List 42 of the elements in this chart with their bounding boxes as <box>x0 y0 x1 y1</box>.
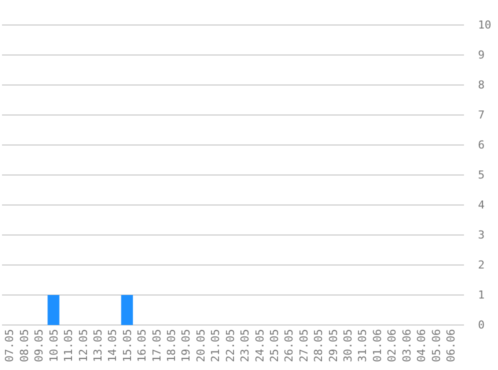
y-tick-label: 10 <box>478 18 492 32</box>
y-tick-label: 8 <box>478 78 485 92</box>
y-tick-label: 7 <box>478 108 485 122</box>
y-tick-label: 3 <box>478 228 485 242</box>
y-tick-label: 4 <box>478 198 485 212</box>
x-tick-label: 19.05 <box>180 329 193 362</box>
x-tick-label: 20.05 <box>194 329 208 362</box>
x-tick-label: 17.05 <box>150 329 164 362</box>
y-tick-label: 1 <box>478 288 485 302</box>
x-tick-label: 10.05 <box>47 329 60 362</box>
x-tick-label: 23.05 <box>238 329 252 362</box>
x-tick-label: 16.05 <box>136 329 149 362</box>
y-tick-label: 5 <box>478 168 485 182</box>
x-tick-label: 14.05 <box>106 329 120 362</box>
x-tick-label: 30.05 <box>342 329 355 362</box>
x-tick-label: 29.05 <box>326 329 340 362</box>
x-tick-label: 08.05 <box>18 329 31 362</box>
y-tick-label: 0 <box>478 318 485 332</box>
x-tick-label: 12.05 <box>76 329 90 362</box>
x-tick-label: 11.05 <box>62 329 76 362</box>
y-tick-label: 9 <box>478 48 485 62</box>
x-tick-label: 09.05 <box>32 329 46 362</box>
x-tick-label: 26.05 <box>282 329 296 362</box>
x-tick-label: 03.06 <box>400 329 414 362</box>
y-tick-label: 2 <box>478 258 485 272</box>
x-tick-label: 31.05 <box>356 329 370 362</box>
x-tick-label: 28.05 <box>312 329 326 362</box>
y-tick-label: 6 <box>478 138 485 152</box>
x-tick-label: 22.05 <box>224 329 237 362</box>
x-tick-label: 07.05 <box>3 329 16 362</box>
x-tick-label: 25.05 <box>268 329 281 362</box>
x-tick-label: 05.06 <box>430 329 443 362</box>
x-tick-label: 24.05 <box>253 329 266 362</box>
x-tick-label: 15.05 <box>120 329 134 362</box>
x-tick-label: 27.05 <box>297 329 310 362</box>
x-tick-label: 04.06 <box>415 329 428 362</box>
x-tick-label: 02.06 <box>386 329 399 362</box>
x-tick-label: 13.05 <box>91 329 104 362</box>
x-tick-label: 06.06 <box>444 329 458 362</box>
x-tick-label: 01.06 <box>370 329 384 362</box>
x-tick-label: 18.05 <box>165 329 178 362</box>
x-tick-label: 21.05 <box>209 329 222 362</box>
